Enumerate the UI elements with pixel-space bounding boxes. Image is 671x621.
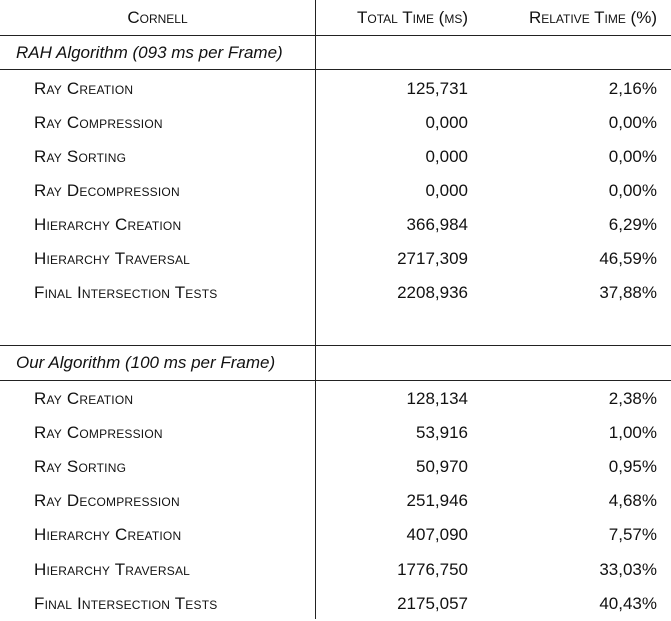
row-relative-time: 6,29% (608, 215, 657, 234)
table-row: Hierarchy Creation 407,090 7,57% (0, 518, 671, 552)
row-relative-time: 46,59% (599, 249, 657, 268)
row-label: Ray Creation (34, 389, 134, 408)
row-total-time: 407,090 (406, 525, 468, 544)
row-label: Ray Decompression (34, 491, 180, 510)
section-title-row: Our Algorithm (100 ms per Frame) (0, 346, 671, 380)
table-row: Ray Compression 0,000 0,00% (0, 106, 671, 140)
table-row: Ray Creation 125,731 2,16% (0, 72, 671, 106)
header-total-time: Total Time (ms) (356, 8, 468, 27)
header-relative-time: Relative Time (%) (528, 8, 657, 27)
table-row: Ray Sorting 0,000 0,00% (0, 140, 671, 174)
row-relative-time: 40,43% (599, 594, 657, 613)
row-total-time: 366,984 (406, 215, 468, 234)
row-label: Final Intersection Tests (34, 283, 218, 302)
row-relative-time: 0,00% (608, 181, 657, 200)
header-scene: Cornell (127, 8, 188, 27)
row-total-time: 1776,750 (397, 560, 468, 579)
row-label: Ray Sorting (34, 147, 127, 166)
row-label: Final Intersection Tests (34, 594, 218, 613)
row-total-time: 125,731 (406, 79, 468, 98)
row-label: Hierarchy Creation (34, 215, 182, 234)
section-rule (0, 380, 671, 381)
row-relative-time: 7,57% (608, 525, 657, 544)
row-relative-time: 33,03% (599, 560, 657, 579)
row-total-time: 50,970 (416, 457, 468, 476)
table-row: Hierarchy Creation 366,984 6,29% (0, 208, 671, 242)
section-title-row: RAH Algorithm (093 ms per Frame) (0, 36, 671, 70)
row-label: Hierarchy Creation (34, 525, 182, 544)
row-relative-time: 0,00% (608, 113, 657, 132)
row-relative-time: 1,00% (608, 423, 657, 442)
row-total-time: 0,000 (425, 147, 468, 166)
row-total-time: 0,000 (425, 113, 468, 132)
table-header-row: Cornell Total Time (ms) Relative Time (%… (0, 1, 671, 35)
row-label: Ray Creation (34, 79, 134, 98)
table-row: Ray Sorting 50,970 0,95% (0, 450, 671, 484)
row-relative-time: 2,38% (608, 389, 657, 408)
row-relative-time: 2,16% (608, 79, 657, 98)
section-title: RAH Algorithm (093 ms per Frame) (16, 43, 283, 62)
table-row: Final Intersection Tests 2208,936 37,88% (0, 276, 671, 310)
row-label: Ray Compression (34, 423, 163, 442)
row-relative-time: 37,88% (599, 283, 657, 302)
row-relative-time: 0,00% (608, 147, 657, 166)
table-row: Hierarchy Traversal 1776,750 33,03% (0, 553, 671, 587)
section-rule (0, 69, 671, 70)
row-total-time: 2208,936 (397, 283, 468, 302)
row-label: Ray Compression (34, 113, 163, 132)
row-relative-time: 0,95% (608, 457, 657, 476)
table-row: Final Intersection Tests 2175,057 40,43% (0, 587, 671, 621)
row-total-time: 2175,057 (397, 594, 468, 613)
row-total-time: 128,134 (406, 389, 468, 408)
row-relative-time: 4,68% (608, 491, 657, 510)
row-label: Hierarchy Traversal (34, 249, 191, 268)
row-label: Ray Decompression (34, 181, 180, 200)
table-row: Ray Decompression 0,000 0,00% (0, 174, 671, 208)
row-label: Hierarchy Traversal (34, 560, 191, 579)
table-row: Hierarchy Traversal 2717,309 46,59% (0, 242, 671, 276)
row-total-time: 0,000 (425, 181, 468, 200)
table-row: Ray Compression 53,916 1,00% (0, 416, 671, 450)
row-total-time: 53,916 (416, 423, 468, 442)
row-label: Ray Sorting (34, 457, 127, 476)
header-rule (0, 35, 671, 36)
table-row: Ray Decompression 251,946 4,68% (0, 484, 671, 518)
section-title: Our Algorithm (100 ms per Frame) (16, 353, 276, 372)
section-rule (0, 345, 671, 346)
row-total-time: 2717,309 (397, 249, 468, 268)
row-total-time: 251,946 (406, 491, 468, 510)
table-row: Ray Creation 128,134 2,38% (0, 382, 671, 416)
column-divider (315, 0, 316, 619)
